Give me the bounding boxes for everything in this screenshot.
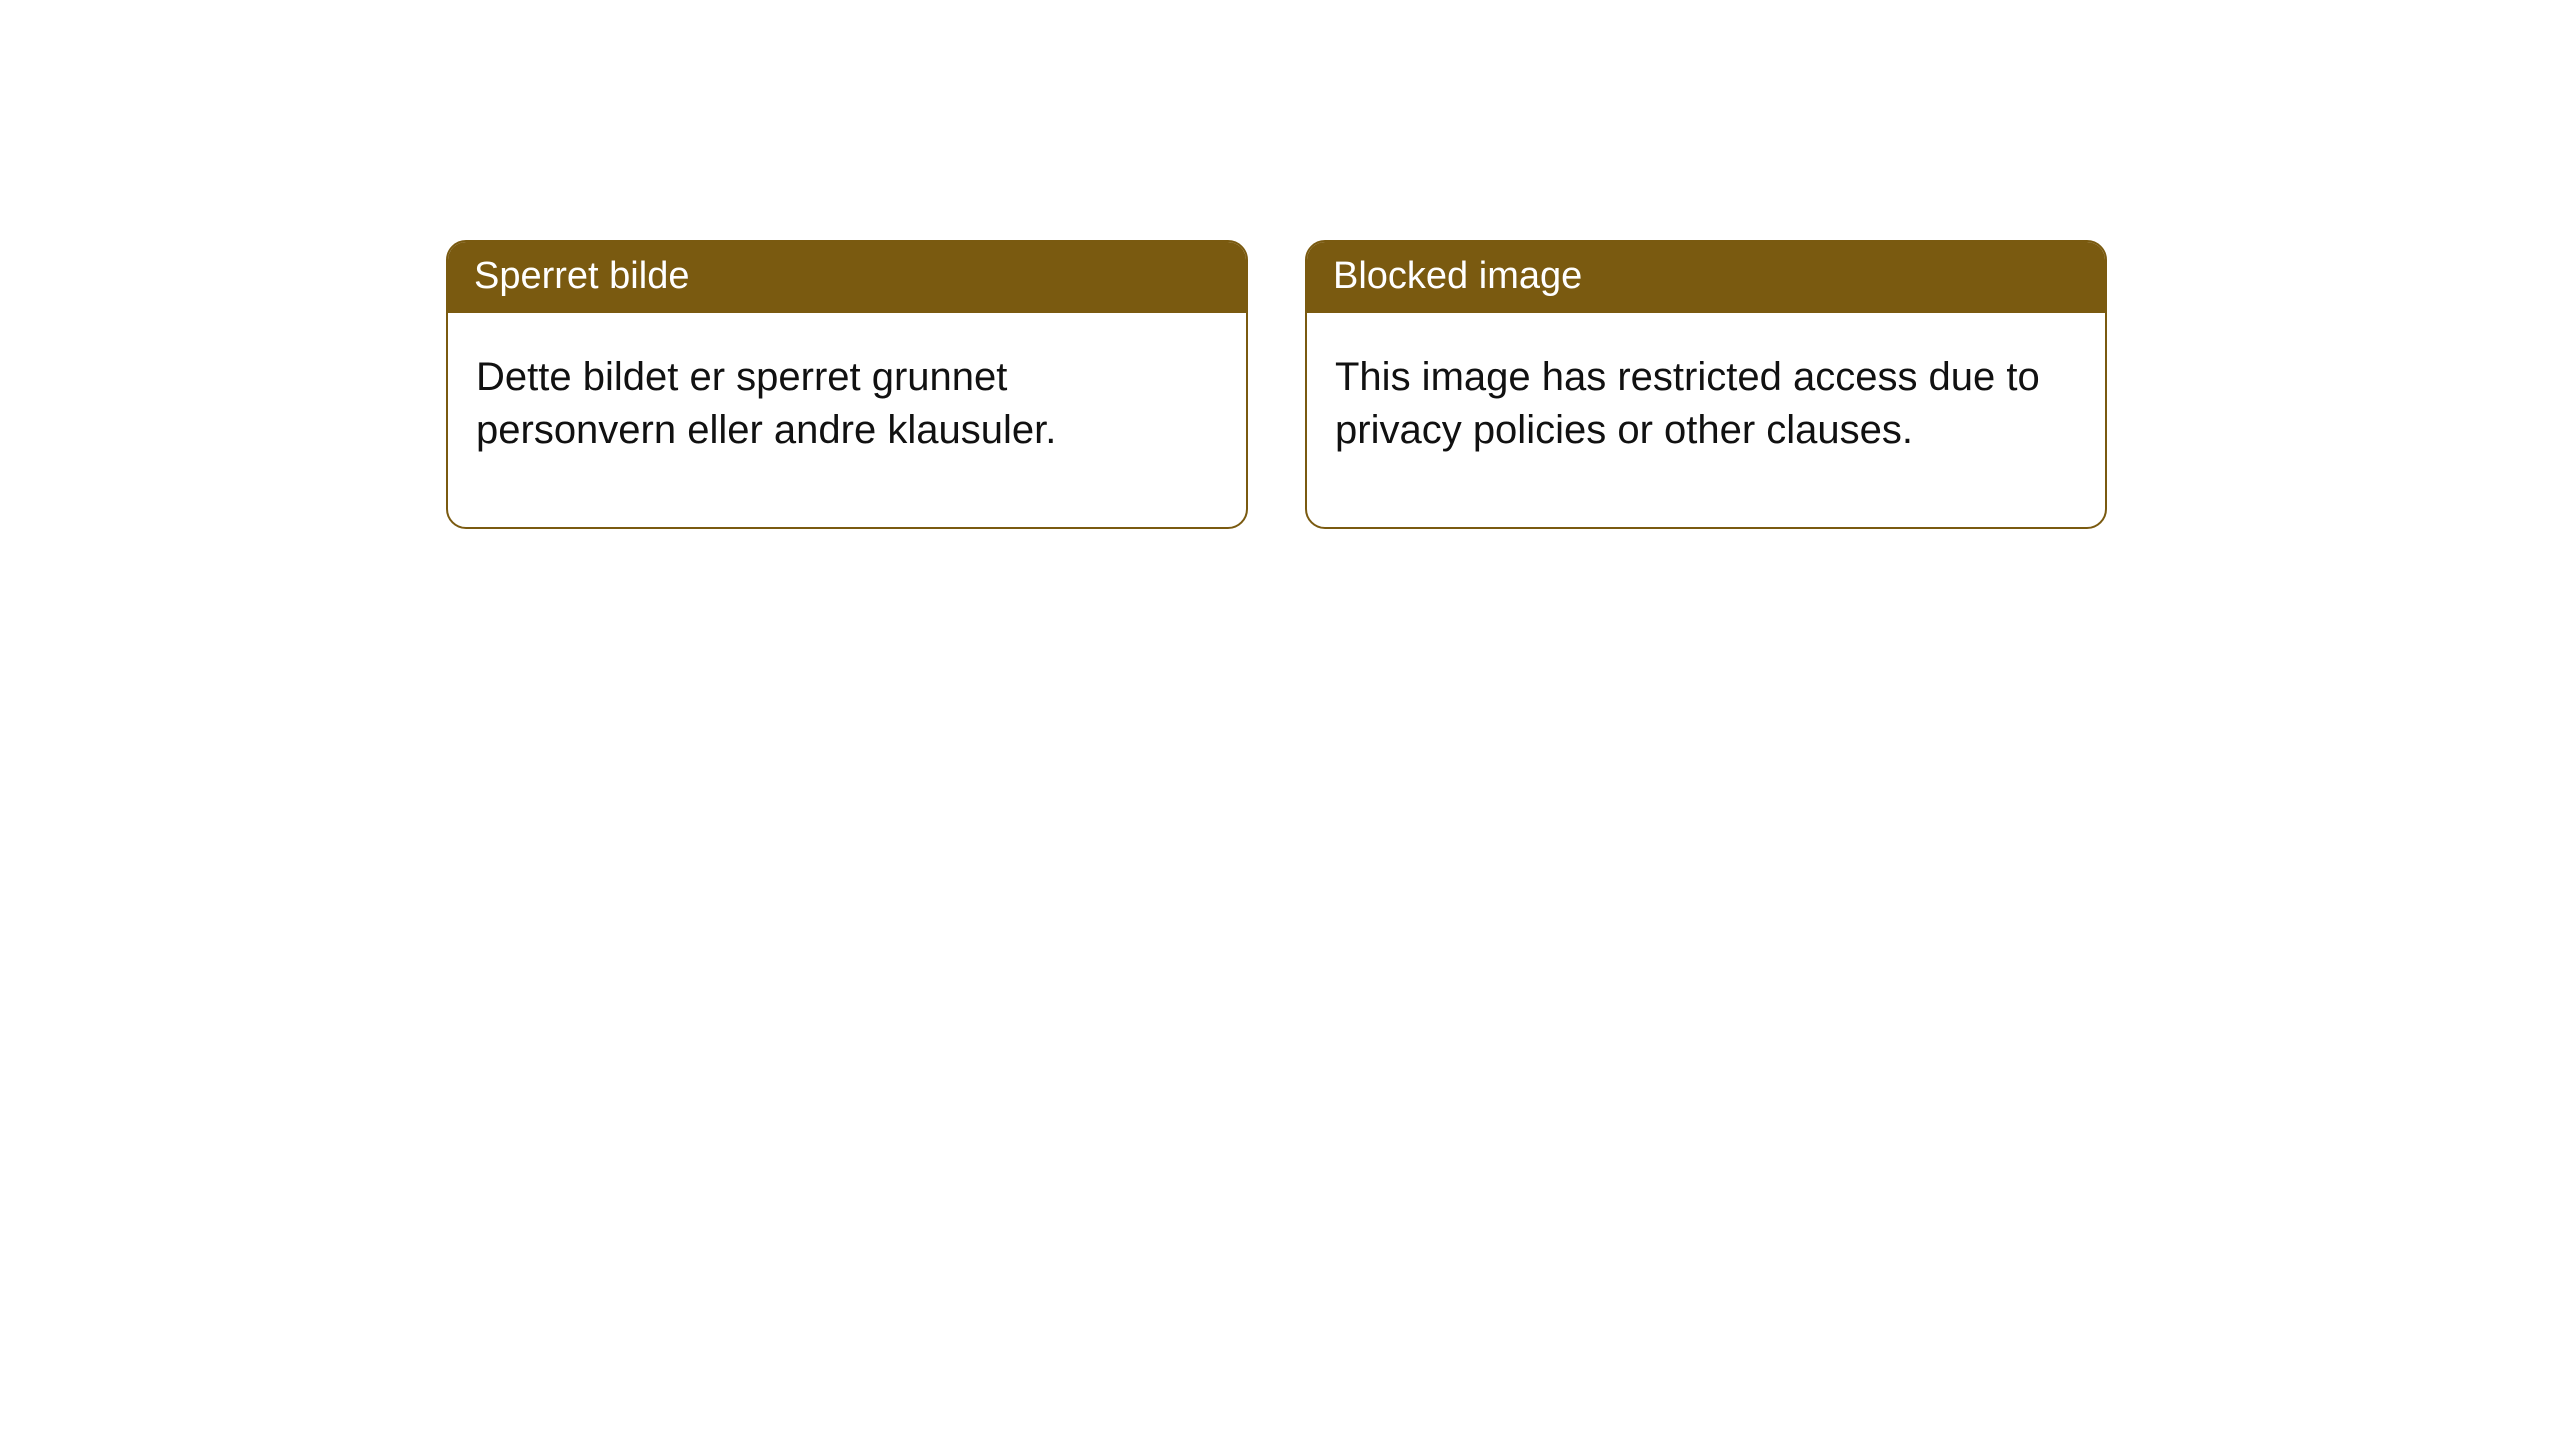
notice-box-norwegian: Sperret bilde Dette bildet er sperret gr… — [446, 240, 1248, 529]
notice-body: Dette bildet er sperret grunnet personve… — [448, 313, 1246, 527]
notice-box-english: Blocked image This image has restricted … — [1305, 240, 2107, 529]
notice-container: Sperret bilde Dette bildet er sperret gr… — [0, 0, 2560, 529]
notice-body: This image has restricted access due to … — [1307, 313, 2105, 527]
notice-header: Sperret bilde — [448, 242, 1246, 313]
notice-header: Blocked image — [1307, 242, 2105, 313]
